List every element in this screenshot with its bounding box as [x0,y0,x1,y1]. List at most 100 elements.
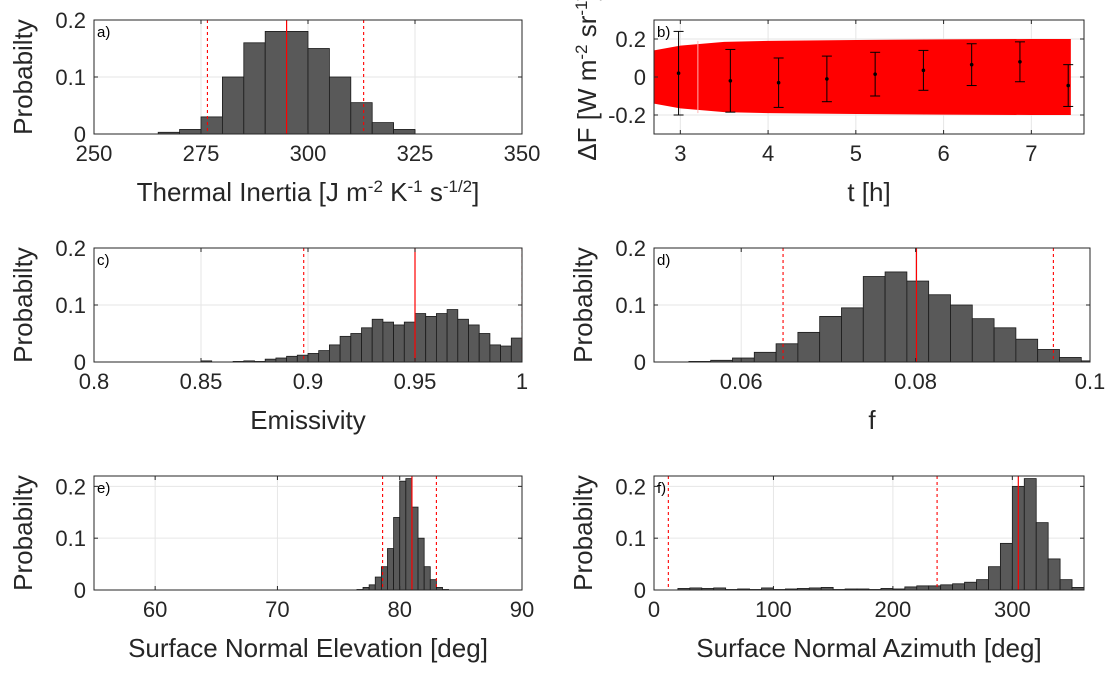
y-axis-label: Probabilty [568,475,598,591]
x-axis-label: Thermal Inertia [J m-2 K-1 s-1/2] [137,177,480,208]
axis-label-superscript: -1/2 [443,177,472,196]
histogram-bar [361,327,373,362]
data-point [825,77,829,81]
histogram-bar [964,581,977,590]
axis-label-superscript: -2 [572,45,591,60]
histogram-bar [350,102,373,134]
x-axis-label: t [h] [847,177,890,207]
panel-emissivity: 0.8 0.85 0.9 0.95 1 0 0.1 0.2 c) Emissivity Probab… [8,236,528,435]
histogram-bar [1059,579,1073,590]
histogram-bar [374,576,382,590]
histogram-bar [928,294,951,362]
histogram-bar [405,478,413,590]
histogram-bar [307,48,330,134]
histogram-bar [940,584,954,590]
histogram-bar [952,583,965,590]
data-point [728,79,733,83]
data-point [676,71,681,75]
x-tick-label: 5 [850,141,862,166]
y-tick-label: 0.2 [55,8,86,33]
histogram-bar [457,318,469,362]
data-layer [688,248,1090,362]
x-tick-label: 80 [387,597,411,622]
histogram-bar [393,324,405,362]
y-axis-label: Probabilty [8,247,38,363]
histogram-bar [286,355,298,362]
panel-surface-normal-azimuth: 0 100 200 300 0 0.1 0.2 f) Surface Normal Azimut… [568,474,1085,663]
histogram-bar [393,517,401,590]
x-tick-label: 0.06 [720,369,763,394]
histogram-bar [318,350,330,362]
uncertainty-band [654,39,1071,115]
data-point [969,62,974,67]
histogram-bar [350,333,362,362]
data-layer [200,248,522,362]
panel-thermal-inertia: 250 275 300 325 350 0 0.1 0.2 a) Thermal Inertia … [8,8,540,207]
data-point [873,72,877,76]
y-tick-label: 0 [74,350,86,375]
axis-label-segment: K [383,177,408,207]
x-tick-label: 60 [143,597,167,622]
histogram-bar [435,587,443,590]
x-axis-label: Surface Normal Azimuth [deg] [696,633,1041,663]
y-tick-label: 0 [634,65,646,90]
histogram-bar [500,345,512,362]
y-axis-label: Probabilty [568,247,598,363]
histogram-bar [999,542,1013,590]
x-tick-label: 0.8 [79,369,110,394]
histogram-bar [275,357,287,362]
x-tick-label: 0.9 [293,369,324,394]
panel-label: f) [657,480,666,497]
histogram-bar [1047,558,1061,590]
histogram-bar [371,122,395,134]
histogram-bar [1037,349,1060,362]
data-point [1018,60,1022,64]
y-tick-label: 0 [74,578,86,603]
histogram-bar [1023,478,1037,590]
y-tick-label: 0.2 [615,474,646,499]
y-tick-label: 0.2 [615,236,646,261]
histogram-bar [264,30,288,134]
histogram-bar [328,76,352,134]
histogram-bar [819,315,842,362]
x-tick-label: 250 [76,141,113,166]
axes-frame [653,475,1085,591]
axis-label-segment: ΔF [W m [572,60,602,161]
panel-f: 0.06 0.08 0.1 0 0.1 0.2 d) f Probabilty [568,236,1105,435]
x-tick-label: 7 [1025,141,1037,166]
x-tick-label: 0.95 [394,369,437,394]
histogram-bar [489,344,501,362]
x-axis-label: f [868,405,876,435]
histogram-bar [339,335,352,362]
x-tick-label: 0.85 [180,369,223,394]
y-tick-label: 0.1 [55,65,86,90]
data-layer [157,20,416,134]
histogram-bar [423,566,431,590]
data-point [921,68,926,73]
x-tick-label: 300 [994,597,1031,622]
histogram-bar [753,351,777,362]
histogram-bar [200,116,223,134]
histogram-bar [435,313,448,362]
x-tick-label: 90 [510,597,534,622]
x-tick-label: 0.1 [1075,369,1106,394]
x-tick-label: 70 [265,597,289,622]
histogram-bar [1080,360,1090,362]
histogram-bar [971,318,995,362]
x-tick-label: 325 [397,141,434,166]
y-tick-label: 0 [634,350,646,375]
x-axis-label: Emissivity [250,405,366,435]
y-tick-label: 0.1 [55,293,86,318]
histogram-bar [399,480,407,590]
histogram-bar [393,129,416,134]
histogram-bar [928,585,942,590]
panel-label: c) [97,252,110,269]
panel-flux-residuals: 3 4 5 6 7 -0.2 0 0.2 b) t [h] ΔF [W m-2 sr-1] [572,0,1085,207]
y-tick-label: 0.2 [615,27,646,52]
histogram-bar [976,579,989,590]
histogram-bar [950,304,973,362]
panel-label: a) [97,24,110,41]
histogram-bar [328,344,341,362]
histogram-bar [243,42,266,134]
